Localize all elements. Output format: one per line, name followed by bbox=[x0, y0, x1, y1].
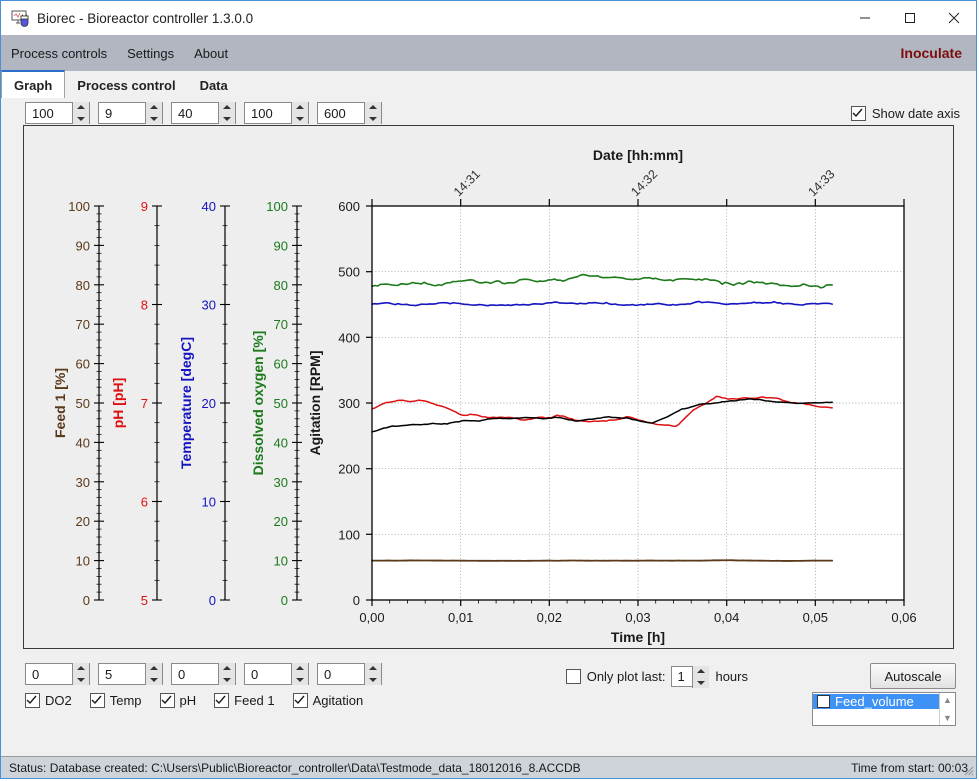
svg-text:Temperature [degC]: Temperature [degC] bbox=[178, 337, 194, 469]
svg-text:9: 9 bbox=[141, 199, 148, 214]
svg-text:10: 10 bbox=[274, 554, 288, 569]
svg-text:50: 50 bbox=[274, 396, 288, 411]
svg-text:0: 0 bbox=[209, 593, 216, 608]
svg-text:70: 70 bbox=[76, 317, 90, 332]
svg-text:14:31: 14:31 bbox=[451, 167, 483, 199]
svg-text:40: 40 bbox=[274, 435, 288, 450]
svg-text:200: 200 bbox=[338, 462, 360, 477]
svg-text:6: 6 bbox=[141, 495, 148, 510]
svg-text:100: 100 bbox=[266, 199, 288, 214]
svg-text:80: 80 bbox=[76, 278, 90, 293]
svg-text:pH [pH]: pH [pH] bbox=[110, 378, 126, 429]
svg-text:20: 20 bbox=[274, 514, 288, 529]
svg-text:20: 20 bbox=[76, 514, 90, 529]
svg-text:14:32: 14:32 bbox=[628, 167, 660, 199]
svg-text:90: 90 bbox=[76, 238, 90, 253]
svg-text:Dissolved oxygen [%]: Dissolved oxygen [%] bbox=[250, 331, 266, 476]
svg-text:10: 10 bbox=[76, 554, 90, 569]
svg-text:10: 10 bbox=[202, 495, 216, 510]
svg-text:30: 30 bbox=[274, 475, 288, 490]
svg-text:0,04: 0,04 bbox=[714, 610, 739, 625]
svg-text:8: 8 bbox=[141, 298, 148, 313]
svg-text:30: 30 bbox=[76, 475, 90, 490]
svg-text:50: 50 bbox=[76, 396, 90, 411]
svg-text:14:33: 14:33 bbox=[806, 167, 838, 199]
svg-text:400: 400 bbox=[338, 330, 360, 345]
svg-text:7: 7 bbox=[141, 396, 148, 411]
svg-text:40: 40 bbox=[76, 435, 90, 450]
svg-text:80: 80 bbox=[274, 278, 288, 293]
svg-text:Date [hh:mm]: Date [hh:mm] bbox=[593, 147, 683, 163]
svg-text:40: 40 bbox=[202, 199, 216, 214]
svg-text:5: 5 bbox=[141, 593, 148, 608]
svg-text:0,01: 0,01 bbox=[448, 610, 473, 625]
svg-text:100: 100 bbox=[68, 199, 90, 214]
svg-text:20: 20 bbox=[202, 396, 216, 411]
svg-text:Feed 1 [%]: Feed 1 [%] bbox=[52, 368, 68, 438]
svg-text:0: 0 bbox=[353, 593, 360, 608]
svg-text:0,03: 0,03 bbox=[625, 610, 650, 625]
svg-text:0,05: 0,05 bbox=[803, 610, 828, 625]
svg-text:0: 0 bbox=[281, 593, 288, 608]
svg-text:Agitation [RPM]: Agitation [RPM] bbox=[307, 351, 323, 456]
svg-text:60: 60 bbox=[274, 357, 288, 372]
svg-text:60: 60 bbox=[76, 357, 90, 372]
svg-text:300: 300 bbox=[338, 396, 360, 411]
svg-text:500: 500 bbox=[338, 265, 360, 280]
svg-text:0,02: 0,02 bbox=[537, 610, 562, 625]
svg-text:90: 90 bbox=[274, 238, 288, 253]
svg-text:0,00: 0,00 bbox=[359, 610, 384, 625]
svg-text:100: 100 bbox=[338, 527, 360, 542]
svg-text:Time [h]: Time [h] bbox=[611, 629, 665, 645]
svg-text:70: 70 bbox=[274, 317, 288, 332]
svg-text:30: 30 bbox=[202, 298, 216, 313]
svg-text:600: 600 bbox=[338, 199, 360, 214]
svg-text:0,06: 0,06 bbox=[891, 610, 916, 625]
svg-text:0: 0 bbox=[83, 593, 90, 608]
